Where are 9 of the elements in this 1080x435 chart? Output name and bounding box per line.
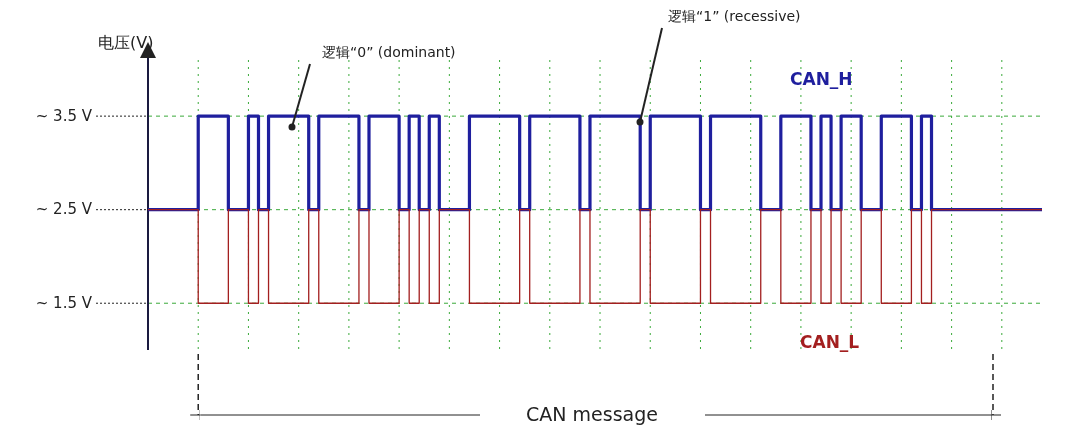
text: CAN message	[526, 402, 658, 425]
y-tick-label: ~ 3.5 V	[35, 106, 93, 125]
series-label: CAN_L	[800, 332, 860, 352]
annotation: 逻辑“0” (dominant)	[322, 44, 456, 60]
y-tick-label: ~ 1.5 V	[35, 293, 93, 312]
series-label: CAN_H	[790, 69, 853, 89]
y-tick-label: ~ 2.5 V	[35, 200, 93, 219]
text: 逻辑“1” (recessive)	[668, 8, 801, 24]
y-axis-title: 电压(V)	[98, 33, 154, 52]
